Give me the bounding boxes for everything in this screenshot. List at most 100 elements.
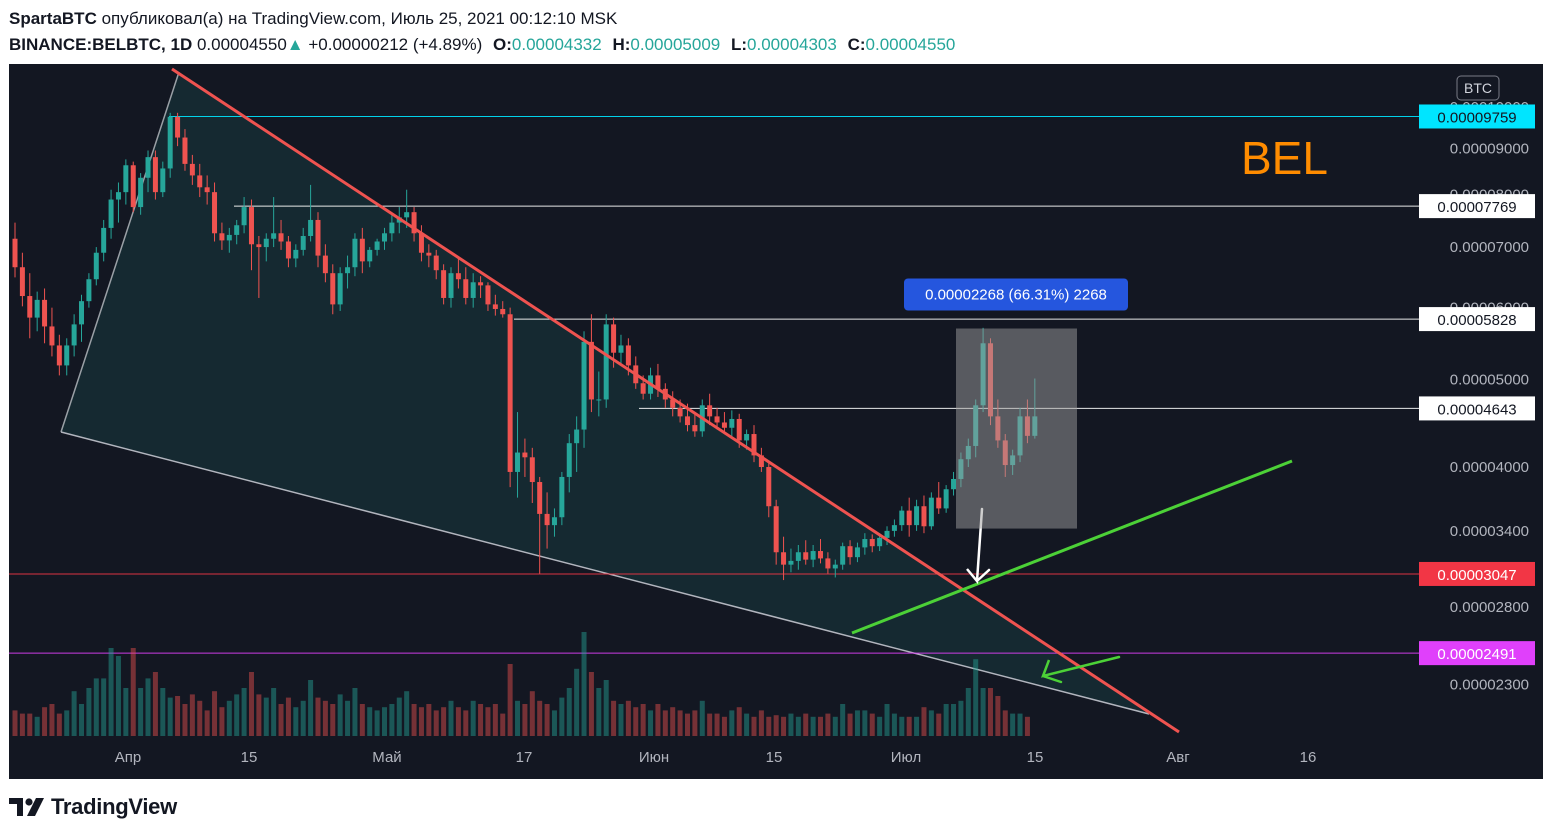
candle[interactable] bbox=[758, 447, 764, 472]
candle[interactable] bbox=[574, 416, 580, 472]
level-price-badge[interactable] bbox=[1419, 194, 1535, 219]
symbol-label[interactable]: BINANCE:BELBTC, 1D bbox=[9, 35, 193, 54]
horizontal-levels[interactable] bbox=[9, 115, 1419, 654]
candle[interactable] bbox=[729, 410, 735, 437]
candle[interactable] bbox=[49, 307, 55, 357]
price-axis[interactable]: 0.000100000.000090000.000080000.00007000… bbox=[1419, 99, 1535, 694]
candle[interactable] bbox=[869, 534, 875, 553]
candle[interactable] bbox=[655, 363, 661, 397]
candle[interactable] bbox=[433, 249, 439, 280]
candle[interactable] bbox=[27, 273, 33, 339]
candle[interactable] bbox=[470, 273, 476, 308]
candle[interactable] bbox=[448, 267, 454, 308]
candle[interactable] bbox=[330, 264, 336, 315]
candle[interactable] bbox=[825, 552, 831, 574]
candle[interactable] bbox=[293, 244, 299, 268]
candle[interactable] bbox=[847, 540, 853, 565]
candle[interactable] bbox=[359, 227, 365, 274]
candle[interactable] bbox=[175, 112, 181, 147]
candle[interactable] bbox=[115, 182, 121, 223]
time-axis[interactable]: Апр 15 Май 17 Июн 15 Июл 15 Авг 16 bbox=[115, 749, 1317, 766]
candle[interactable] bbox=[56, 334, 62, 376]
candle[interactable] bbox=[367, 247, 373, 268]
candle[interactable] bbox=[455, 258, 461, 289]
candle[interactable] bbox=[160, 161, 166, 198]
candle[interactable] bbox=[79, 294, 85, 342]
ascending-support-line[interactable] bbox=[851, 459, 1293, 635]
candle[interactable] bbox=[426, 244, 432, 268]
candle[interactable] bbox=[788, 548, 794, 573]
candle[interactable] bbox=[515, 412, 521, 498]
candle[interactable] bbox=[951, 471, 957, 496]
candle[interactable] bbox=[559, 471, 565, 526]
candle[interactable] bbox=[123, 159, 129, 205]
level-price-badge[interactable] bbox=[1419, 641, 1535, 666]
candle[interactable] bbox=[714, 407, 720, 430]
candle[interactable] bbox=[189, 154, 195, 185]
candle[interactable] bbox=[241, 197, 247, 234]
candle[interactable] bbox=[300, 227, 306, 256]
candle[interactable] bbox=[308, 184, 314, 242]
candle[interactable] bbox=[441, 264, 447, 305]
candle[interactable] bbox=[108, 189, 114, 239]
author-name[interactable]: SpartaBTC bbox=[9, 9, 97, 28]
candle[interactable] bbox=[766, 462, 772, 518]
candle[interactable] bbox=[566, 434, 572, 493]
wedge-lower-edge[interactable] bbox=[60, 431, 1150, 715]
candle[interactable] bbox=[500, 301, 506, 318]
descending-resistance-line[interactable] bbox=[171, 67, 1180, 734]
candle[interactable] bbox=[818, 539, 824, 564]
candle[interactable] bbox=[492, 294, 498, 316]
candle[interactable] bbox=[588, 314, 594, 413]
candle[interactable] bbox=[692, 412, 698, 437]
candle[interactable] bbox=[803, 540, 809, 565]
candle[interactable] bbox=[204, 175, 210, 205]
candle[interactable] bbox=[551, 508, 557, 537]
candle[interactable] bbox=[42, 288, 48, 344]
level-price-badge[interactable] bbox=[1419, 307, 1535, 332]
candle[interactable] bbox=[463, 267, 469, 305]
chart-canvas[interactable]: 0.00002268 (66.31%) 2268 0.000100000.000… bbox=[9, 64, 1543, 779]
candle[interactable] bbox=[256, 236, 262, 298]
candle[interactable] bbox=[86, 273, 92, 308]
candle[interactable] bbox=[337, 267, 343, 311]
candle[interactable] bbox=[862, 533, 868, 555]
candle[interactable] bbox=[382, 227, 387, 250]
candle[interactable] bbox=[285, 236, 291, 268]
candle[interactable] bbox=[71, 314, 77, 357]
candle[interactable] bbox=[899, 506, 905, 531]
candle[interactable] bbox=[596, 371, 602, 417]
candle[interactable] bbox=[928, 492, 934, 530]
candle[interactable] bbox=[943, 485, 949, 513]
level-price-badge[interactable] bbox=[1419, 561, 1535, 586]
candle[interactable] bbox=[64, 338, 70, 376]
wedge-left-edge[interactable] bbox=[60, 71, 180, 433]
candle[interactable] bbox=[322, 244, 328, 283]
candle[interactable] bbox=[707, 393, 713, 426]
candle[interactable] bbox=[418, 225, 424, 262]
price-chart[interactable]: 0.00002268 (66.31%) 2268 0.000100000.000… bbox=[9, 64, 1543, 779]
candle[interactable] bbox=[906, 497, 912, 537]
candle[interactable] bbox=[19, 252, 25, 307]
candle[interactable] bbox=[167, 112, 173, 178]
candle[interactable] bbox=[389, 214, 395, 242]
candle[interactable] bbox=[891, 519, 897, 537]
candle[interactable] bbox=[248, 199, 254, 271]
candle[interactable] bbox=[485, 282, 491, 311]
candle[interactable] bbox=[278, 219, 284, 250]
candle[interactable] bbox=[34, 291, 40, 332]
candle[interactable] bbox=[832, 559, 838, 578]
price-range-measure[interactable]: 0.00002268 (66.31%) 2268 bbox=[904, 278, 1128, 529]
candle[interactable] bbox=[226, 227, 232, 253]
candle[interactable] bbox=[921, 495, 927, 534]
candle[interactable] bbox=[212, 182, 218, 242]
trend-drawings[interactable] bbox=[171, 67, 1293, 734]
candle[interactable] bbox=[130, 161, 136, 213]
candle[interactable] bbox=[884, 526, 890, 545]
candle[interactable] bbox=[603, 314, 609, 408]
candle[interactable] bbox=[854, 542, 860, 563]
level-price-badge[interactable] bbox=[1419, 396, 1535, 421]
candle[interactable] bbox=[101, 219, 107, 262]
candle[interactable] bbox=[810, 544, 816, 568]
candle[interactable] bbox=[670, 391, 676, 417]
